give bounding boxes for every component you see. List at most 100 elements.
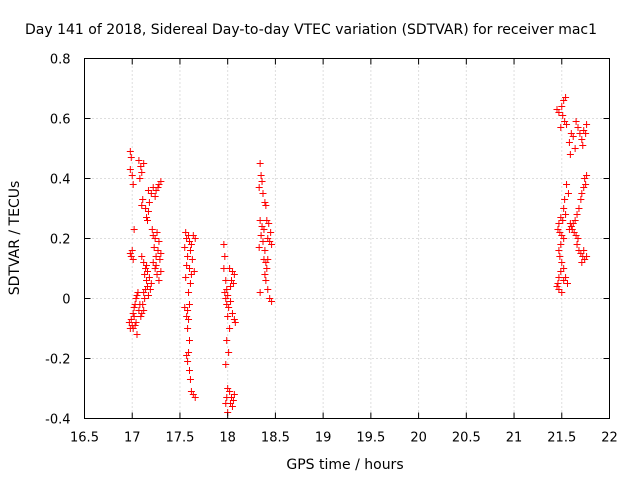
data-point [257, 232, 265, 239]
data-point [229, 397, 237, 404]
x-tick-label: 21.5 [547, 431, 576, 446]
data-point [558, 103, 566, 110]
data-point [259, 190, 267, 197]
data-point [579, 142, 587, 149]
data-point [127, 154, 135, 161]
x-tick-label: 18.5 [261, 431, 290, 446]
data-point [152, 262, 160, 269]
data-point [140, 259, 148, 266]
data-point [151, 193, 159, 200]
data-point [184, 253, 192, 260]
data-point [155, 238, 163, 245]
data-point [130, 226, 138, 233]
data-point [133, 331, 141, 338]
data-point [578, 259, 586, 266]
data-point [264, 286, 272, 293]
data-point [557, 124, 565, 131]
data-point [143, 262, 151, 269]
data-points [125, 94, 591, 416]
data-point [557, 241, 565, 248]
data-point [264, 256, 272, 263]
data-point [577, 196, 585, 203]
data-point [135, 157, 143, 164]
data-point [555, 274, 563, 281]
data-point [136, 301, 144, 308]
x-tick-label: 19.5 [356, 431, 385, 446]
data-point [265, 220, 273, 227]
data-point [128, 172, 136, 179]
data-point [556, 253, 564, 260]
data-point [141, 295, 149, 302]
x-tick-label: 22 [601, 431, 618, 446]
data-point [583, 253, 591, 260]
data-point [564, 190, 572, 197]
data-point [182, 274, 190, 281]
data-point [139, 196, 147, 203]
data-point [578, 136, 586, 143]
data-point [573, 211, 581, 218]
data-point [582, 130, 590, 137]
data-point [563, 121, 571, 128]
y-tick-label: 0.8 [50, 53, 71, 68]
data-point [583, 121, 591, 128]
data-point [231, 319, 239, 326]
data-point [131, 322, 139, 329]
data-point [221, 253, 229, 260]
y-axis-label: SDTVAR / TECUs [7, 181, 23, 296]
data-point [563, 181, 571, 188]
data-point [144, 217, 151, 224]
data-point [151, 235, 159, 242]
data-point [261, 199, 269, 206]
x-tick-label: 17.5 [165, 431, 194, 446]
data-point [181, 244, 189, 251]
data-point [138, 253, 146, 260]
data-point [256, 160, 264, 167]
data-point [132, 295, 140, 302]
y-axis: -0.4 -0.2 0 0.2 0.4 0.6 0.8 [45, 53, 610, 428]
y-tick-label: -0.2 [45, 353, 70, 368]
data-point [225, 349, 233, 356]
data-point [555, 220, 563, 227]
data-point [152, 253, 160, 260]
data-point [187, 241, 195, 248]
x-tick-label: 20 [410, 431, 427, 446]
data-point [230, 271, 238, 278]
data-point [569, 133, 577, 140]
data-point [186, 301, 193, 308]
data-point [554, 280, 562, 287]
data-point [573, 241, 581, 248]
data-point [561, 196, 569, 203]
data-point [222, 295, 230, 302]
data-point [558, 289, 566, 296]
data-point [226, 265, 234, 272]
data-point [126, 250, 134, 257]
data-point [574, 235, 582, 242]
data-point [228, 310, 236, 317]
data-point [144, 292, 152, 299]
data-point [130, 304, 138, 311]
data-point [257, 172, 265, 179]
data-point [154, 184, 162, 191]
data-point [135, 307, 143, 314]
data-point [224, 313, 232, 320]
data-point [157, 268, 165, 275]
data-point [147, 280, 155, 287]
data-point [268, 241, 276, 248]
data-point [555, 286, 563, 293]
data-point [145, 274, 153, 281]
data-point [156, 256, 164, 263]
data-point [565, 226, 573, 233]
data-point [143, 214, 151, 221]
data-point [138, 310, 146, 317]
x-axis: 16.5 17 17.5 18 18.5 19 19.5 20 20.5 21 21.5 22 [70, 58, 618, 446]
y-tick-label: 0.4 [50, 173, 71, 188]
data-point [558, 259, 566, 266]
data-point [230, 316, 238, 323]
data-point [560, 235, 568, 242]
data-point [228, 403, 236, 410]
data-point [256, 217, 264, 224]
chart-title: Day 141 of 2018, Sidereal Day-to-day VTE… [25, 22, 597, 38]
data-point [223, 394, 231, 401]
